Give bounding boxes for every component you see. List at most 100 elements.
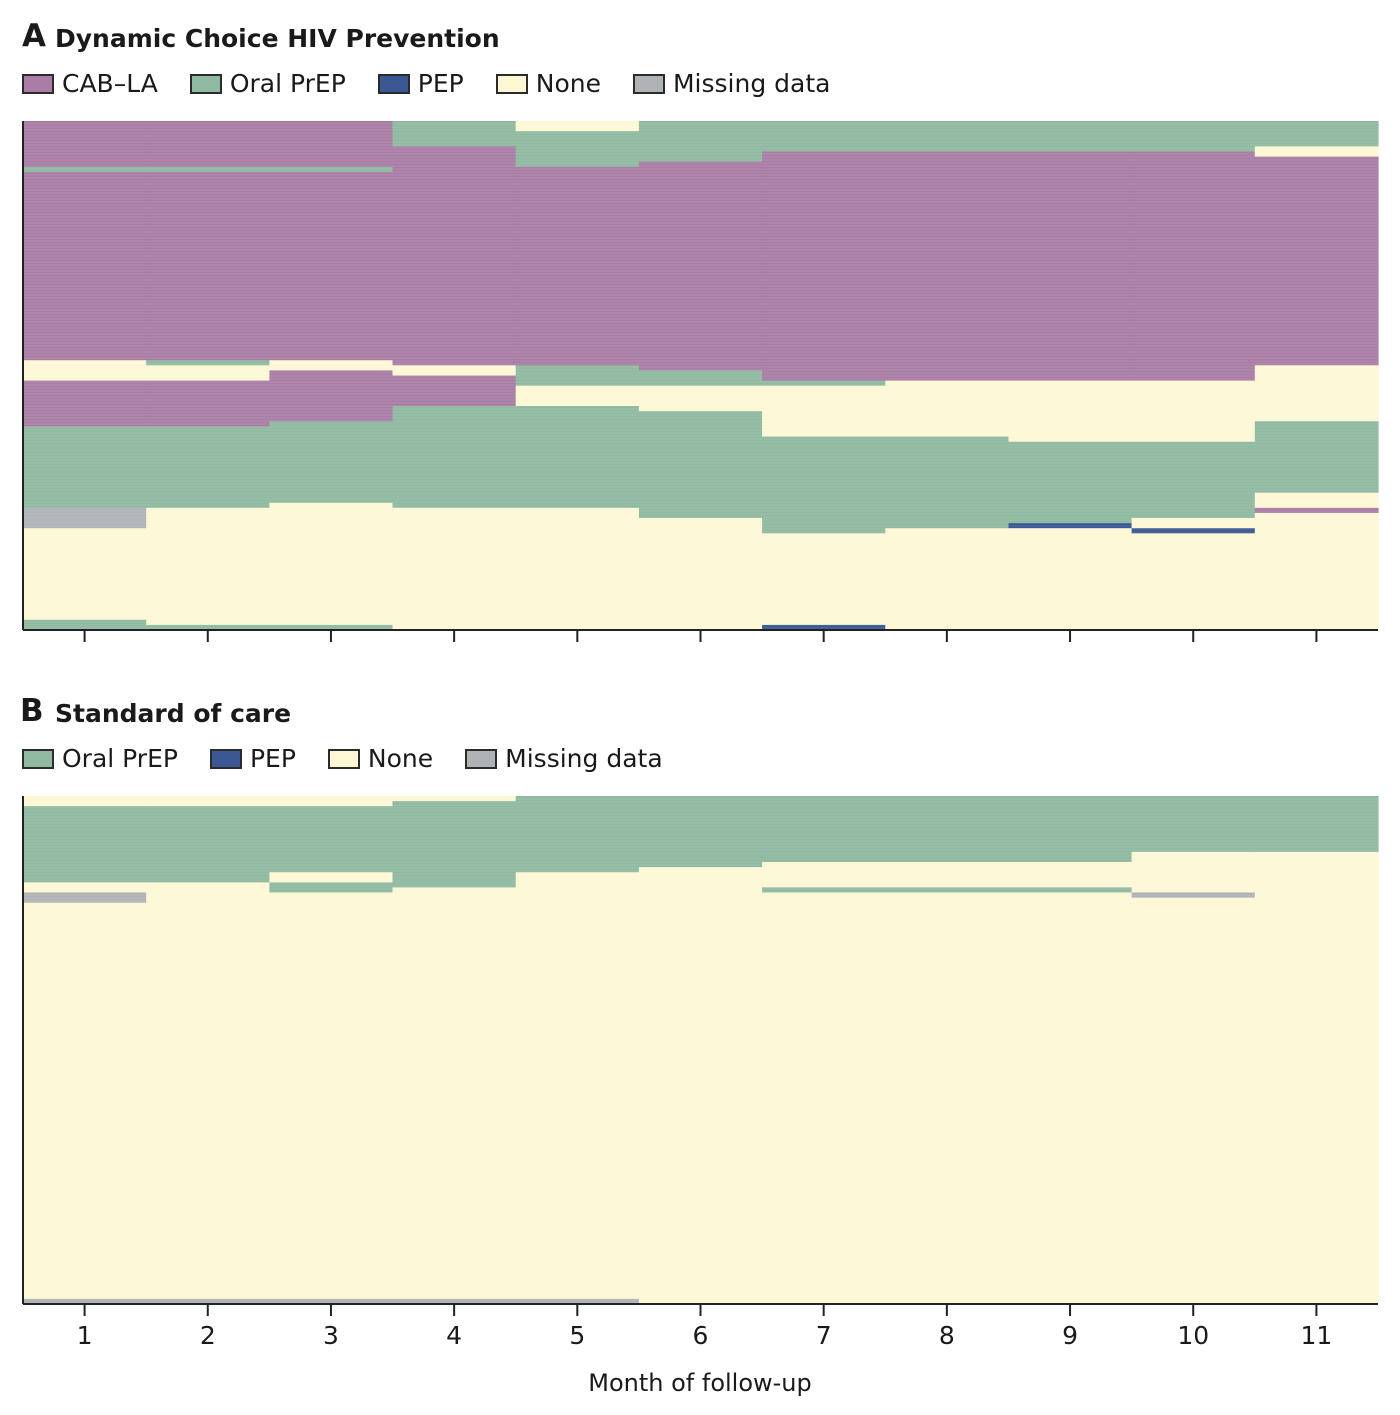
status-segment <box>269 872 394 883</box>
status-segment <box>269 796 394 807</box>
status-segment <box>23 380 147 427</box>
legend-item-oral-prep: Oral PrEP <box>189 69 346 98</box>
status-segment <box>23 882 147 893</box>
status-segment <box>885 151 1010 381</box>
status-segment <box>1254 365 1379 422</box>
status-segment <box>1254 156 1379 366</box>
status-segment <box>762 892 886 1305</box>
status-segment <box>392 375 517 407</box>
status-segment <box>269 171 394 361</box>
x-tick-label: 1 <box>77 1321 93 1350</box>
status-segment <box>1131 897 1256 1305</box>
status-segment <box>392 1298 517 1305</box>
status-segment <box>1131 441 1256 519</box>
status-segment <box>638 121 763 163</box>
status-segment <box>762 436 886 534</box>
x-tick-label: 2 <box>200 1321 216 1350</box>
status-segment <box>392 406 517 509</box>
legend-item-none: None <box>327 744 433 773</box>
status-segment <box>885 887 1010 893</box>
status-segment <box>1131 380 1256 443</box>
legend-label: Oral PrEP <box>229 69 346 98</box>
status-segment <box>762 624 886 631</box>
panel-b-title: Standard of care <box>55 699 292 728</box>
status-segment <box>146 360 270 366</box>
status-segment <box>23 171 147 361</box>
status-segment <box>23 619 147 631</box>
status-segment <box>146 426 270 509</box>
status-segment <box>638 385 763 412</box>
status-segment <box>1131 121 1256 152</box>
status-segment <box>1131 533 1256 631</box>
status-segment <box>392 146 517 366</box>
status-segment <box>638 161 763 371</box>
status-segment <box>515 1298 640 1305</box>
status-segment <box>269 624 394 631</box>
status-segment <box>269 502 394 626</box>
status-segment <box>1008 441 1133 524</box>
status-segment <box>515 872 640 1300</box>
status-segment <box>1008 796 1133 863</box>
status-segment <box>1008 523 1133 529</box>
status-segment <box>638 370 763 387</box>
legend-item-cab-la: CAB–LA <box>22 69 158 98</box>
legend-item-pep: PEP <box>377 69 464 98</box>
status-segment <box>23 1298 147 1305</box>
x-tick-label: 4 <box>446 1321 462 1350</box>
status-segment <box>1254 146 1379 157</box>
status-segment <box>146 624 270 631</box>
status-segment <box>23 507 147 529</box>
status-segment <box>146 892 270 1300</box>
status-segment <box>1131 151 1256 381</box>
status-segment <box>23 892 147 904</box>
status-segment <box>762 533 886 626</box>
status-segment <box>1131 892 1256 898</box>
status-segment <box>146 796 270 807</box>
legend-item-none: None <box>495 69 601 98</box>
status-segment <box>23 796 147 807</box>
status-segment <box>762 151 886 381</box>
status-segment <box>269 882 394 893</box>
status-segment <box>1254 121 1379 147</box>
panel-b-plot: 1 2 3 4 5 6 7 8 9 10 11 <box>22 796 1379 1350</box>
status-segment <box>885 796 1010 863</box>
status-segment <box>392 365 517 376</box>
status-segment <box>638 867 763 1305</box>
status-segment <box>885 892 1010 1305</box>
status-segment <box>269 370 394 422</box>
legend-label: Missing data <box>505 744 663 773</box>
status-segment <box>146 882 270 893</box>
legend-swatch <box>632 73 665 94</box>
status-segment <box>1254 796 1379 853</box>
status-segment <box>23 121 147 168</box>
status-segment <box>392 796 517 802</box>
status-segment <box>885 436 1010 529</box>
legend-label: None <box>535 69 601 98</box>
status-segment <box>1008 151 1133 381</box>
x-tick-label: 11 <box>1301 1321 1333 1350</box>
panel-a-legend: CAB–LA Oral PrEP PEP None Missing data <box>22 69 862 98</box>
status-segment <box>515 121 640 132</box>
status-segment <box>762 385 886 437</box>
legend-swatch <box>377 73 410 94</box>
status-segment <box>762 862 886 888</box>
status-segment <box>269 121 394 168</box>
status-segment <box>23 528 147 621</box>
legend-label: PEP <box>417 69 464 98</box>
status-segment <box>515 507 640 631</box>
legend-label: PEP <box>249 744 296 773</box>
status-segment <box>1008 862 1133 888</box>
status-segment <box>23 360 147 381</box>
legend-swatch <box>327 748 360 769</box>
status-segment <box>146 380 270 427</box>
x-tick-label: 7 <box>816 1321 832 1350</box>
x-tick-label: 5 <box>569 1321 585 1350</box>
status-segment <box>638 796 763 868</box>
status-segment <box>1131 518 1256 529</box>
legend-label: CAB–LA <box>62 69 158 98</box>
status-segment <box>23 166 147 173</box>
status-segment <box>762 887 886 893</box>
status-segment <box>1008 528 1133 631</box>
status-segment <box>146 171 270 361</box>
